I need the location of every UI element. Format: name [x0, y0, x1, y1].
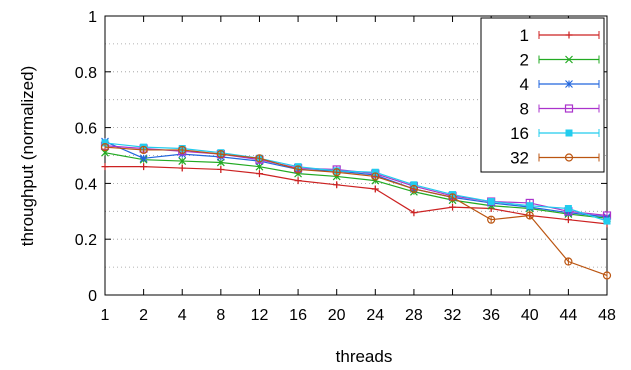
x-tick-label: 12 — [251, 307, 269, 324]
legend-label: 2 — [520, 51, 529, 70]
x-tick-label: 1 — [101, 307, 110, 324]
data-point — [333, 181, 341, 189]
y-tick-label: 0 — [88, 288, 97, 305]
data-point — [140, 163, 148, 171]
data-point — [101, 139, 109, 147]
y-tick-label: 0.8 — [75, 65, 97, 82]
data-point — [101, 163, 109, 171]
data-point — [487, 198, 495, 206]
y-tick-label: 0.4 — [75, 176, 97, 193]
x-tick-label: 32 — [444, 307, 462, 324]
x-tick-label: 8 — [216, 307, 225, 324]
x-tick-label: 24 — [366, 307, 384, 324]
legend-label: 32 — [510, 149, 529, 168]
x-tick-label: 4 — [178, 307, 187, 324]
legend-marker — [565, 129, 573, 137]
ticks: 00.20.40.60.811 2 4 8 12 16 20 24 28 32 36 40 44 48 — [75, 9, 616, 324]
data-point — [410, 181, 418, 189]
x-tick-label: 28 — [405, 307, 423, 324]
data-point — [371, 176, 380, 185]
legend-label: 4 — [520, 75, 529, 94]
data-point — [178, 145, 187, 155]
data-point — [449, 203, 457, 211]
series-line — [104, 142, 608, 222]
data-point — [564, 216, 572, 224]
series-line — [104, 152, 608, 219]
y-tick-label: 1 — [88, 9, 97, 26]
data-point — [371, 172, 380, 181]
data-point — [216, 150, 225, 159]
x-axis-label: threads — [336, 347, 393, 366]
legend-box — [480, 17, 605, 173]
series-line — [105, 166, 608, 225]
x-tick-label: 36 — [482, 307, 500, 324]
legend-marker — [565, 80, 573, 88]
legend-marker — [565, 55, 573, 64]
data-point — [139, 145, 148, 155]
x-tick-label: 20 — [328, 307, 346, 324]
y-tick-label: 0.2 — [75, 232, 97, 249]
data-point — [371, 168, 379, 176]
data-point — [371, 185, 379, 193]
data-point — [602, 271, 612, 280]
data-point — [100, 143, 110, 152]
data-point — [293, 165, 303, 174]
data-point — [332, 168, 341, 177]
data-point — [409, 184, 419, 194]
x-tick-label: 48 — [598, 307, 616, 324]
data-point — [255, 154, 264, 163]
data-point — [564, 205, 572, 213]
x-tick-label: 16 — [289, 307, 307, 324]
legend-marker — [564, 104, 574, 113]
data-point — [255, 162, 264, 171]
data-point — [178, 164, 186, 172]
legend-label: 16 — [510, 124, 529, 143]
x-tick-label: 2 — [139, 307, 148, 324]
data-point — [410, 209, 418, 217]
series-line — [104, 140, 608, 218]
data-point — [564, 257, 573, 266]
y-axis-label: throughput (normalized) — [18, 66, 37, 246]
data-point — [255, 170, 263, 178]
legend-label: 1 — [520, 26, 529, 45]
legend-marker — [565, 31, 573, 39]
data-point — [216, 158, 225, 167]
series-32 — [100, 143, 612, 280]
legend-marker — [564, 153, 574, 162]
data-point — [525, 211, 534, 220]
data-point — [487, 215, 496, 224]
data-point — [294, 177, 302, 185]
legend: 1 2 4 8 16 32 — [480, 17, 605, 173]
data-point — [603, 217, 611, 225]
data-point — [526, 202, 534, 210]
data-point — [217, 165, 225, 173]
data-point — [178, 157, 187, 166]
data-point — [448, 193, 457, 202]
data-point — [139, 154, 148, 163]
legend-label: 8 — [520, 100, 529, 119]
x-tick-label: 40 — [521, 307, 539, 324]
series-layer — [100, 137, 612, 280]
x-tick-label: 44 — [559, 307, 577, 324]
y-tick-label: 0.6 — [75, 121, 97, 138]
series-line — [104, 146, 608, 277]
